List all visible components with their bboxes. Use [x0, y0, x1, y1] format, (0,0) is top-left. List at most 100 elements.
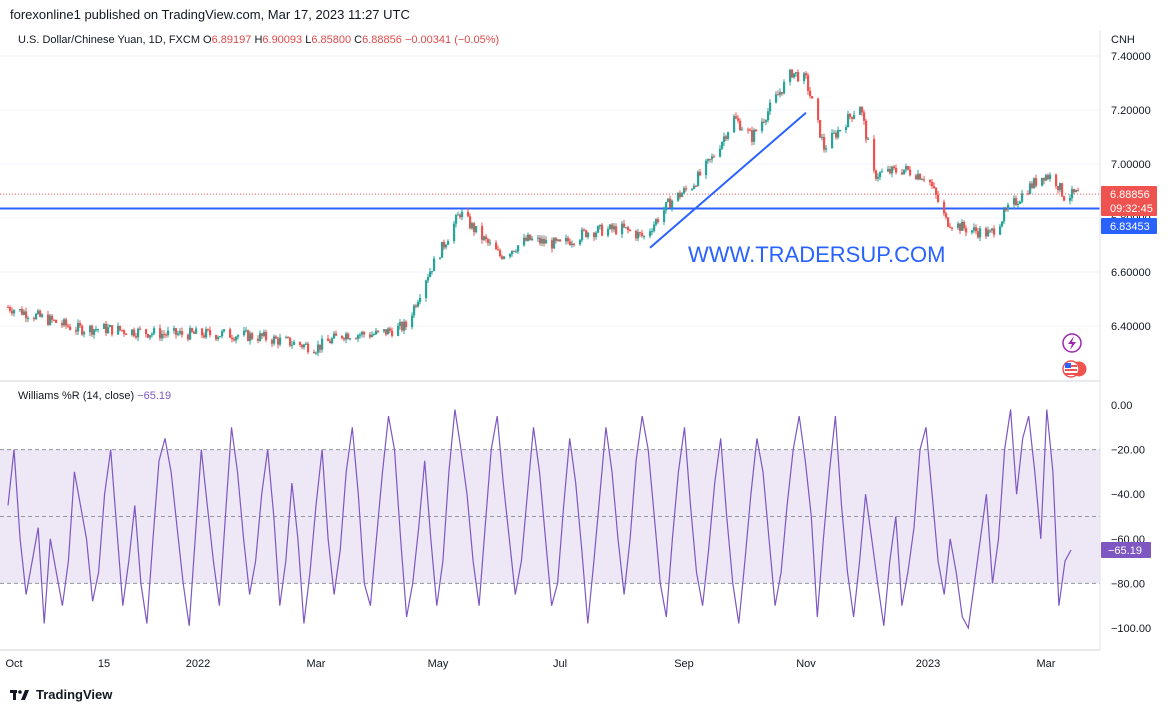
candle-body	[403, 321, 406, 331]
candle-body	[795, 72, 798, 74]
candle-body	[917, 173, 920, 180]
candle-body	[207, 329, 210, 331]
candle-body	[583, 229, 586, 231]
candle-body	[495, 242, 498, 250]
trend-line[interactable]	[649, 111, 807, 249]
time-tick-label: Oct	[5, 658, 22, 670]
candle-body	[811, 96, 814, 99]
candle-body	[373, 334, 376, 336]
candle-body	[707, 158, 710, 161]
candle-body	[525, 237, 528, 241]
candle-body	[683, 188, 686, 194]
candle-body	[489, 242, 492, 244]
candle-body	[697, 171, 700, 186]
candle-body	[427, 276, 430, 281]
candle-body	[915, 175, 918, 180]
candle-body	[411, 315, 414, 328]
candle-body	[459, 214, 462, 218]
candle-body	[191, 328, 194, 332]
candle-body	[133, 329, 136, 336]
candle-body	[987, 230, 990, 237]
candle-body	[151, 333, 154, 336]
candle-body	[545, 240, 548, 244]
candle-body	[223, 329, 226, 332]
candle-body	[965, 228, 968, 233]
level-price: 6.83453	[1110, 221, 1150, 233]
candle-body	[149, 335, 152, 338]
candle-body	[11, 310, 14, 314]
us-flag-icon[interactable]	[1062, 360, 1088, 378]
last-price-badge: 6.88856 09:32:45	[1101, 186, 1157, 216]
candle-body	[623, 223, 626, 228]
candle-body	[385, 329, 388, 335]
candle-body	[921, 179, 924, 181]
price-tick-label: 6.60000	[1111, 267, 1151, 279]
candle-body	[237, 335, 240, 337]
candle-body	[455, 214, 458, 224]
candle-body	[135, 335, 138, 338]
candle-body	[565, 237, 568, 242]
candle-body	[581, 229, 584, 240]
candle-body	[245, 330, 248, 332]
candle-body	[457, 214, 460, 216]
candle-body	[831, 132, 834, 149]
candle-body	[219, 336, 222, 338]
candle-body	[81, 325, 84, 335]
last-price: 6.88856	[1110, 189, 1150, 201]
candle-body	[441, 241, 444, 258]
candle-body	[951, 227, 954, 229]
tradingview-brand[interactable]: TradingView	[10, 687, 112, 702]
candle-body	[165, 334, 168, 336]
candle-body	[1001, 221, 1004, 227]
candle-body	[723, 136, 726, 143]
candle-body	[929, 179, 932, 183]
candle-body	[945, 213, 948, 218]
candle-body	[145, 329, 148, 335]
candle-body	[107, 327, 110, 334]
candle-body	[41, 314, 44, 317]
candle-body	[613, 226, 616, 230]
candle-body	[301, 344, 304, 348]
candle-body	[669, 198, 672, 208]
candle-body	[195, 328, 198, 334]
candle-body	[363, 332, 366, 335]
candle-body	[1031, 183, 1034, 188]
candle-body	[635, 230, 638, 239]
lightning-icon[interactable]	[1062, 333, 1082, 353]
candle-body	[205, 329, 208, 338]
candle-body	[175, 328, 178, 335]
candle-body	[401, 322, 404, 331]
candle-body	[539, 237, 542, 244]
williams-r-panel	[0, 409, 1100, 630]
price-grid	[0, 55, 1100, 327]
time-axis[interactable]: Oct 15 2022 Mar May Jul Sep Nov 2023 Mar	[5, 658, 1055, 670]
candle-body	[431, 271, 434, 273]
candle-body	[905, 166, 908, 170]
candle-body	[347, 333, 350, 340]
candle-body	[677, 192, 680, 201]
candle-body	[293, 341, 296, 345]
candle-body	[991, 228, 994, 231]
time-tick-label: Mar	[1037, 658, 1056, 670]
candle-body	[1015, 198, 1018, 206]
candle-body	[593, 232, 596, 238]
candle-body	[83, 332, 86, 335]
open-value: 6.89197	[211, 34, 252, 46]
candle-body	[963, 221, 966, 229]
countdown: 09:32:45	[1110, 203, 1153, 215]
candle-body	[819, 119, 822, 138]
candle-body	[231, 337, 234, 340]
candle-body	[327, 338, 330, 341]
wr-axis: 0.00−20.00−40.00−60.00−80.00−100.00	[1111, 400, 1151, 635]
candle-body	[177, 333, 180, 335]
wr-tick-label: −80.00	[1111, 578, 1145, 590]
candle-body	[663, 210, 666, 222]
candle-body	[615, 226, 618, 235]
candle-body	[779, 92, 782, 95]
candle-body	[587, 232, 590, 238]
candle-body	[65, 319, 68, 326]
candle-body	[1073, 188, 1076, 193]
candle-body	[371, 334, 374, 338]
candle-body	[119, 325, 122, 331]
